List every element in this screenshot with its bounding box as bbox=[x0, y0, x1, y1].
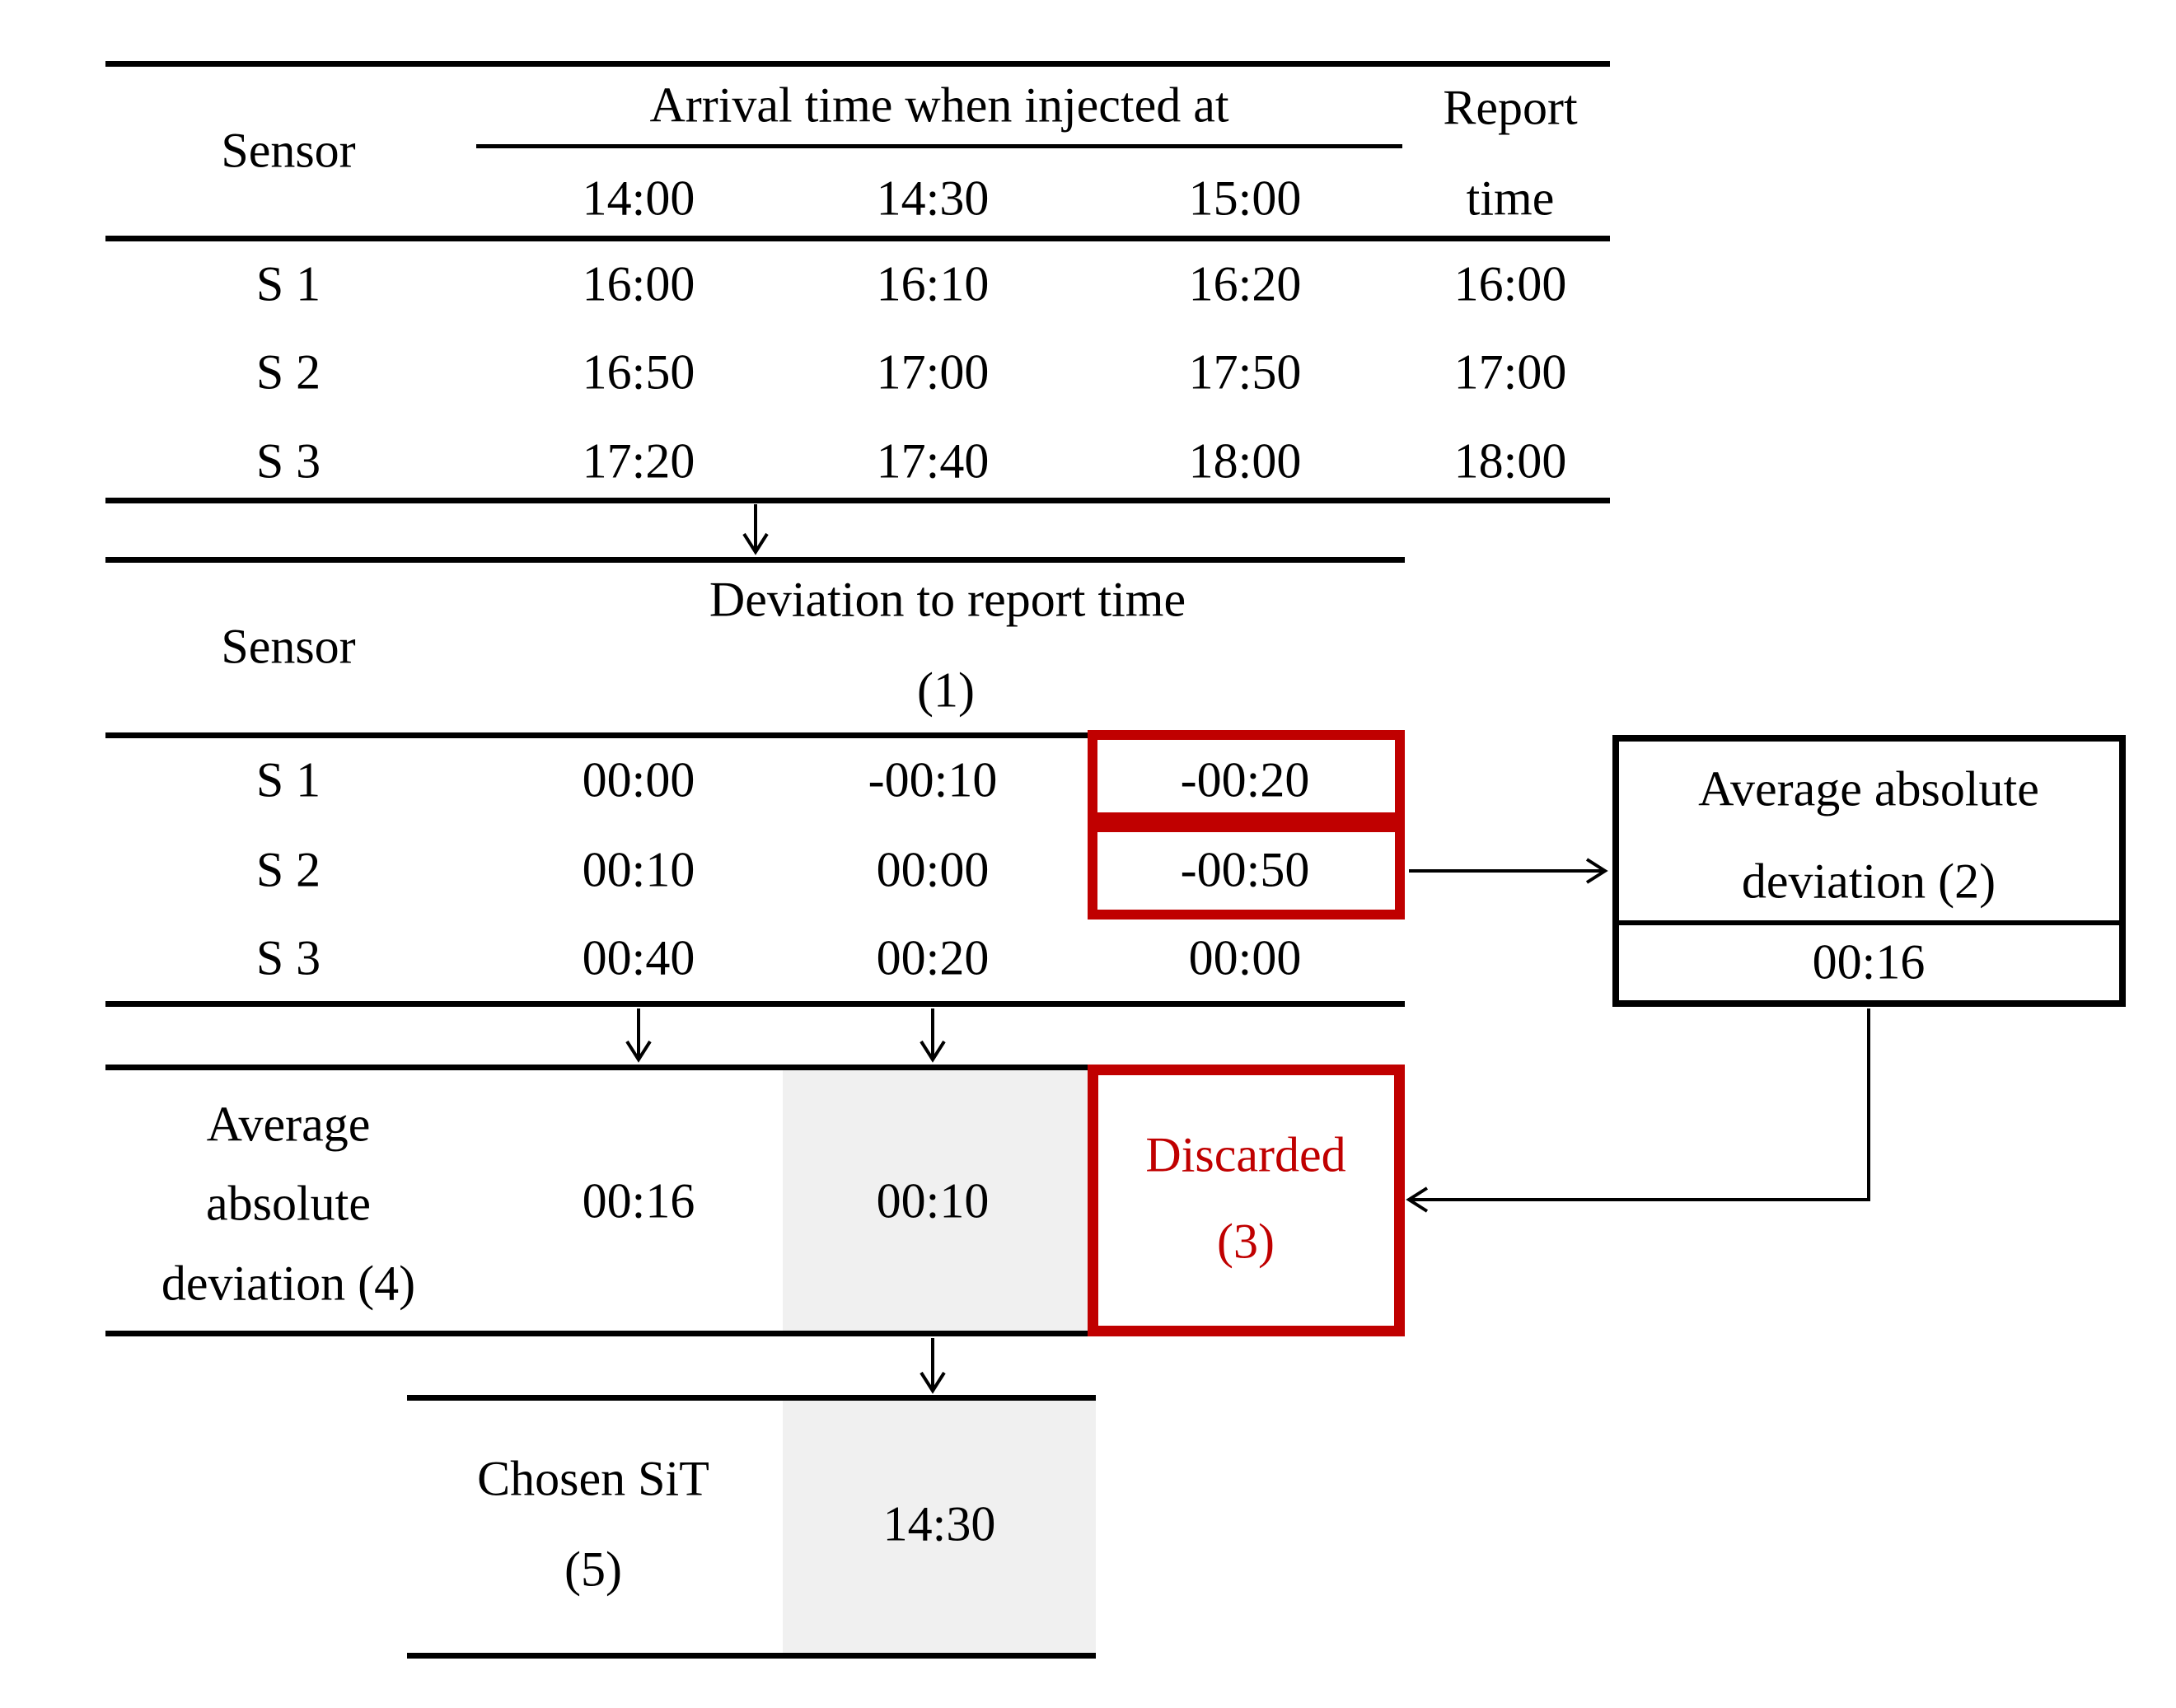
t3-value-1400: 00:16 bbox=[582, 1173, 695, 1228]
t3-label-line2: absolute bbox=[206, 1176, 371, 1231]
t1-row1-label: S 2 bbox=[255, 344, 321, 400]
t2-row1-label: S 2 bbox=[255, 842, 321, 897]
t4-label-line1: Chosen SiT bbox=[477, 1451, 709, 1506]
t1-row2-cell2: 18:00 bbox=[1188, 433, 1302, 489]
t1-row2-cell0: 17:20 bbox=[582, 433, 695, 489]
t2-top-rule bbox=[105, 557, 1405, 563]
aad-box-value: 00:16 bbox=[1812, 934, 1926, 990]
t2-row1-cell0: 00:10 bbox=[582, 842, 695, 897]
t3-label-line1: Average bbox=[206, 1097, 371, 1152]
t1-row1-cell0: 16:50 bbox=[582, 344, 695, 400]
t1-row2-cell1: 17:40 bbox=[876, 433, 990, 489]
t4-label-line2: (5) bbox=[564, 1542, 622, 1597]
t1-group-underline-rule bbox=[476, 144, 1402, 148]
t4-value-shaded: 14:30 bbox=[882, 1496, 996, 1551]
t1-row1-report: 17:00 bbox=[1453, 344, 1567, 400]
t1-group-header: Arrival time when injected at bbox=[649, 77, 1229, 133]
average-absolute-deviation-box bbox=[1612, 735, 2126, 1007]
discarded-label: Discarded bbox=[1145, 1127, 1346, 1182]
t4-bottom-rule bbox=[407, 1653, 1096, 1659]
discarded-box bbox=[1088, 1065, 1405, 1336]
t1-top-rule bbox=[105, 61, 1610, 67]
t2-step-number: (1) bbox=[917, 662, 975, 718]
outlier-box-s2 bbox=[1088, 822, 1405, 920]
t1-row0-cell2: 16:20 bbox=[1188, 256, 1302, 311]
t1-injection-time-2: 15:00 bbox=[1188, 171, 1302, 226]
t1-row0-report: 16:00 bbox=[1453, 256, 1567, 311]
t1-row0-label: S 1 bbox=[255, 256, 321, 311]
t1-row1-cell2: 17:50 bbox=[1188, 344, 1302, 400]
t2-row2-cell0: 00:40 bbox=[582, 930, 695, 985]
t2-row1-cell2-highlighted: -00:50 bbox=[1180, 842, 1310, 897]
discarded-number: (3) bbox=[1217, 1214, 1275, 1269]
t2-row2-cell1: 00:20 bbox=[876, 930, 990, 985]
t1-row2-report: 18:00 bbox=[1453, 433, 1567, 489]
t1-bottom-rule bbox=[105, 498, 1610, 503]
t2-row0-cell2-highlighted: -00:20 bbox=[1180, 752, 1310, 807]
t3-bottom-rule bbox=[105, 1331, 1088, 1336]
aad-box-title-line1: Average absolute bbox=[1698, 761, 2039, 817]
t1-row0-cell0: 16:00 bbox=[582, 256, 695, 311]
t1-row0-cell1: 16:10 bbox=[876, 256, 990, 311]
t2-sensor-header: Sensor bbox=[221, 619, 356, 674]
t1-report-header-line2: time bbox=[1466, 171, 1555, 226]
t2-header-rule bbox=[105, 732, 1088, 738]
t2-row0-cell0: 00:00 bbox=[582, 752, 695, 807]
t2-row1-cell1: 00:00 bbox=[876, 842, 990, 897]
t1-row1-cell1: 17:00 bbox=[876, 344, 990, 400]
aad-box-title-line2: deviation (2) bbox=[1741, 854, 1996, 909]
t2-row0-label: S 1 bbox=[255, 752, 321, 807]
t1-header-rule bbox=[105, 236, 1610, 241]
outlier-box-s1 bbox=[1088, 730, 1405, 822]
aad-box-divider-rule bbox=[1616, 920, 2122, 925]
shaded-column-1430-chosen bbox=[783, 1395, 1096, 1653]
arrow-aad-box-to-discarded bbox=[1406, 1008, 1870, 1213]
t1-sensor-header: Sensor bbox=[221, 123, 356, 178]
t4-top-rule bbox=[407, 1395, 1096, 1401]
t2-bottom-rule bbox=[105, 1001, 1405, 1007]
t1-report-header-line1: Report bbox=[1443, 80, 1578, 135]
t3-label-line3: deviation (4) bbox=[161, 1256, 416, 1311]
shaded-column-1430-aad bbox=[783, 1065, 1088, 1336]
t2-row2-cell2: 00:00 bbox=[1188, 930, 1302, 985]
t2-row0-cell1: -00:10 bbox=[868, 752, 998, 807]
t1-injection-time-1: 14:30 bbox=[876, 171, 990, 226]
t2-row2-label: S 3 bbox=[255, 930, 321, 985]
t3-value-1430-shaded: 00:10 bbox=[876, 1173, 990, 1228]
t1-injection-time-0: 14:00 bbox=[582, 171, 695, 226]
t1-row2-label: S 3 bbox=[255, 433, 321, 489]
t2-group-header: Deviation to report time bbox=[709, 572, 1186, 627]
t3-top-rule bbox=[105, 1065, 1088, 1070]
